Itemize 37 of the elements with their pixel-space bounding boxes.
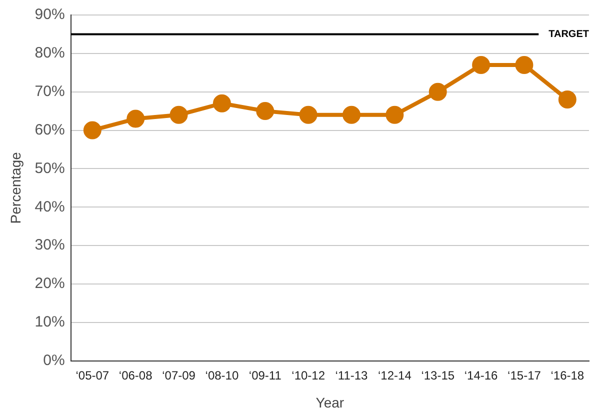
point (558, 90, 576, 109)
point (256, 102, 274, 120)
y-tick-label: 30% (34, 236, 65, 254)
y-tick-label: 70% (34, 82, 65, 100)
point (342, 106, 360, 124)
x-tick-label: ‘15-17 (508, 368, 542, 382)
point (472, 56, 490, 74)
point (428, 82, 447, 101)
y-tick-label: 20% (34, 275, 65, 292)
y-tick-label: 50% (34, 160, 65, 177)
x-tick-label: ‘10-12 (292, 368, 326, 382)
x-tick-label: ‘16-18 (550, 368, 584, 382)
y-axis-title: Percentage (7, 152, 24, 224)
y-tick-label: 80% (34, 44, 65, 62)
point (126, 110, 145, 128)
y-tick-label: 60% (34, 121, 65, 138)
y-tick-label: 40% (34, 198, 65, 216)
point (212, 94, 231, 112)
x-tick-label: ‘06-08 (118, 368, 153, 382)
x-tick-label: ‘14-16 (464, 368, 498, 382)
point (83, 121, 102, 140)
x-tick-label: ‘07-09 (162, 368, 196, 382)
x-tick-label: ‘08-10 (205, 368, 239, 382)
point (299, 106, 318, 124)
x-tick-label: ‘12-14 (378, 368, 412, 382)
x-axis-title: Year (316, 394, 344, 410)
x-tick-label: ‘13-15 (421, 368, 455, 382)
x-tick-label: ‘11-13 (335, 368, 368, 382)
y-tick-label: 10% (34, 314, 65, 331)
y-tick-label: 90% (34, 6, 65, 24)
y-tick-label: 0% (43, 352, 65, 369)
point (515, 56, 534, 74)
point (170, 106, 188, 124)
ref-line-label: TARGET (548, 28, 589, 40)
x-tick-label: ‘09-11 (248, 368, 282, 382)
x-tick-label: ‘05-07 (76, 368, 110, 382)
point (386, 106, 404, 124)
